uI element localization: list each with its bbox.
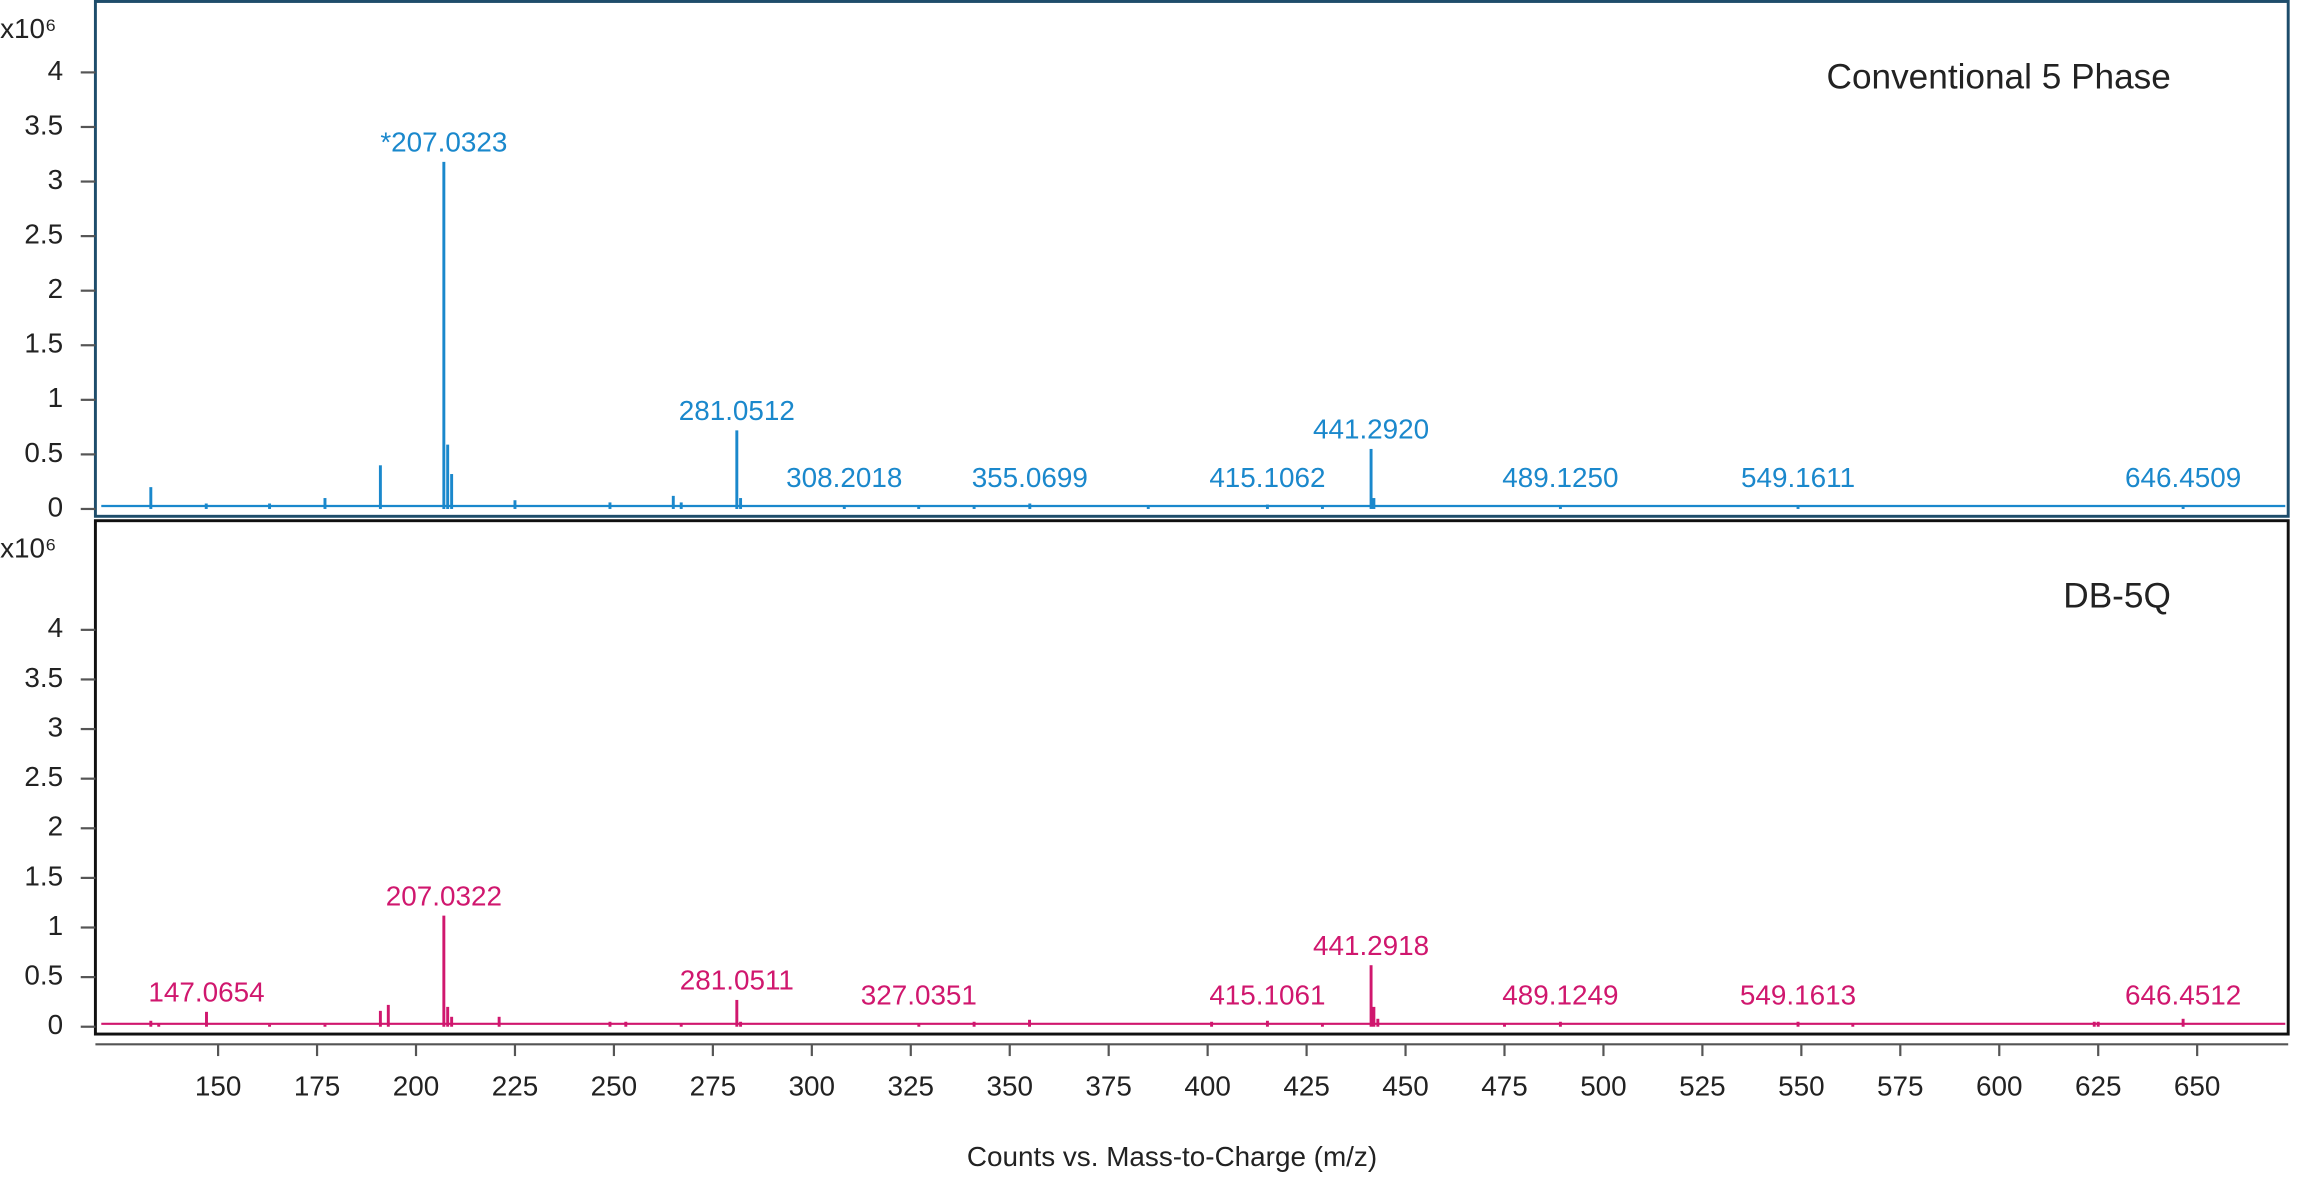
x-tick-label: 525 [1679, 1071, 1725, 1102]
x-tick-label: 350 [986, 1071, 1032, 1102]
peak-label: 355.0699 [972, 462, 1088, 493]
x-tick-label: 425 [1283, 1071, 1329, 1102]
x-tick-label: 500 [1580, 1071, 1626, 1102]
x-tick-label: 225 [492, 1071, 538, 1102]
panel-frame [93, 519, 2290, 1036]
peak-label: 207.0322 [386, 880, 502, 911]
x-tick-label: 450 [1382, 1071, 1428, 1102]
peak-label: 549.1611 [1741, 462, 1855, 493]
peak-label: 489.1250 [1502, 462, 1618, 493]
y-tick-label: 4 [48, 612, 64, 643]
y-tick-label: 2.5 [24, 218, 63, 249]
x-tick-label: 475 [1481, 1071, 1527, 1102]
peak-label: 441.2920 [1313, 414, 1429, 445]
peak-label: 646.4509 [2125, 462, 2241, 493]
x-tick-label: 400 [1184, 1071, 1230, 1102]
y-tick-label: 2 [48, 811, 64, 842]
y-tick-label: 3.5 [24, 662, 63, 693]
y-tick-label: 3 [48, 711, 64, 742]
x-tick-label: 325 [888, 1071, 934, 1102]
peak-label: 646.4512 [2125, 980, 2241, 1011]
peak-label: 441.2918 [1313, 930, 1429, 961]
peak-label: 327.0351 [861, 980, 977, 1011]
x-tick-label: 625 [2075, 1071, 2121, 1102]
peak-label: 489.1249 [1502, 980, 1618, 1011]
peak-label: 147.0654 [148, 977, 264, 1008]
peak-label: 415.1062 [1209, 462, 1325, 493]
y-tick-label: 0.5 [24, 959, 63, 990]
peak-label: 281.0512 [679, 395, 795, 426]
panel-frame [93, 0, 2290, 518]
y-tick-label: 0 [48, 491, 64, 522]
y-tick-label: 0.5 [24, 437, 63, 468]
x-tick-label: 375 [1085, 1071, 1131, 1102]
y-tick-label: 2.5 [24, 761, 63, 792]
y-tick-label: 2 [48, 273, 64, 304]
x-axis-title: Counts vs. Mass-to-Charge (m/z) [967, 1141, 1377, 1172]
peak-label: 415.1061 [1209, 980, 1325, 1011]
y-tick-label: 1 [48, 910, 64, 941]
y-tick-label: 0 [48, 1009, 64, 1040]
y-tick-label: 3.5 [24, 109, 63, 140]
panel-title: Conventional 5 Phase [1827, 58, 2171, 97]
x-tick-label: 200 [393, 1071, 439, 1102]
x-tick-label: 650 [2174, 1071, 2220, 1102]
y-tick-label: 1.5 [24, 328, 63, 359]
peak-label: 549.1613 [1740, 980, 1856, 1011]
y-tick-label: 4 [48, 55, 64, 86]
peak-label: 281.0511 [680, 965, 794, 996]
x-tick-label: 150 [195, 1071, 241, 1102]
x-tick-label: 575 [1877, 1071, 1923, 1102]
peak-label: 308.2018 [786, 462, 902, 493]
y-tick-label: 1.5 [24, 860, 63, 891]
y-tick-label: 1 [48, 382, 64, 413]
peak-label: *207.0323 [380, 127, 507, 158]
panel-title: DB-5Q [2063, 577, 2171, 616]
x-tick-label: 175 [294, 1071, 340, 1102]
y-tick-label: 3 [48, 164, 64, 195]
x-tick-label: 300 [789, 1071, 835, 1102]
y-unit-label: x10⁶ [0, 532, 56, 563]
x-tick-label: 250 [591, 1071, 637, 1102]
x-tick-label: 550 [1778, 1071, 1824, 1102]
x-tick-label: 600 [1976, 1071, 2022, 1102]
y-unit-label: x10⁶ [0, 13, 56, 44]
x-tick-label: 275 [690, 1071, 736, 1102]
